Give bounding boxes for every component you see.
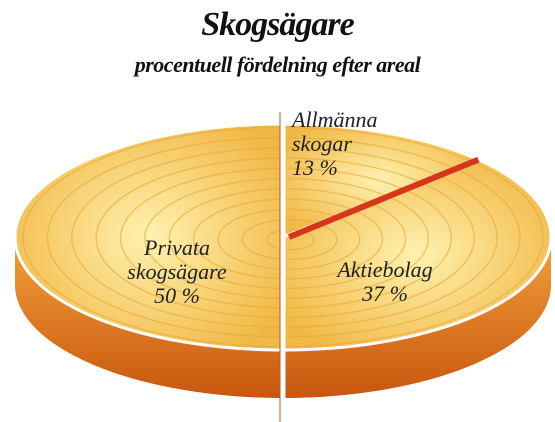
- category-label: Aktiebolag: [320, 258, 450, 282]
- category-label: Allmänna skogar: [292, 108, 382, 156]
- category-label: Privata skogsägare: [112, 236, 242, 284]
- chart: Skogsägare procentuell fördelning efter …: [0, 0, 555, 422]
- chart-title: Skogsägare: [0, 6, 555, 44]
- value-label: 50 %: [112, 284, 242, 308]
- value-label: 37 %: [320, 282, 450, 306]
- chart-subtitle: procentuell fördelning efter areal: [0, 52, 555, 78]
- value-label: 13 %: [292, 156, 382, 180]
